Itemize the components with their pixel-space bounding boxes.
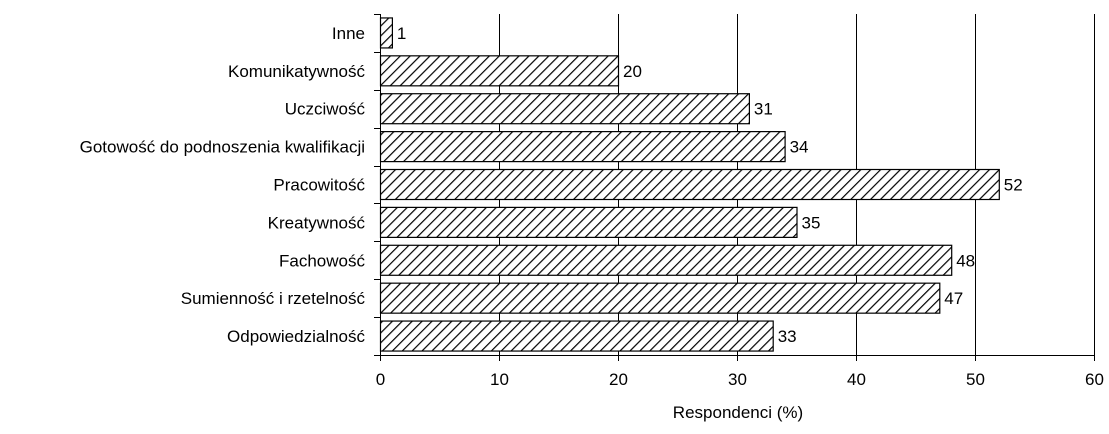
bar-0: [379, 17, 393, 49]
category-label: Odpowiedzialność: [227, 327, 365, 346]
category-label: Fachowość: [279, 251, 365, 270]
data-label: 31: [754, 100, 773, 119]
labels: Inne 1 Komunikatywność 20 Uczciwość 31 Gotowoś…: [80, 24, 1104, 389]
bar-6: [379, 244, 953, 276]
bar-8: [379, 320, 774, 352]
data-label: 52: [1004, 176, 1023, 195]
bar-7: [379, 282, 941, 314]
bar-5: [379, 206, 798, 238]
category-label: Gotowość do podnoszenia kwalifikacji: [80, 138, 365, 157]
data-label: 48: [956, 251, 975, 270]
axes: [374, 14, 1095, 361]
x-tick-label: 50: [966, 370, 985, 389]
category-label: Sumienność i rzetelność: [181, 289, 366, 308]
x-tick-label: 10: [490, 370, 509, 389]
x-tick-label: 30: [728, 370, 747, 389]
bar-4: [379, 168, 1000, 201]
data-label: 1: [397, 24, 406, 43]
category-label: Inne: [332, 24, 365, 43]
category-label: Uczciwość: [285, 100, 366, 119]
bar-3: [379, 131, 786, 163]
category-label: Komunikatywność: [228, 62, 366, 81]
data-label: 34: [790, 138, 809, 157]
bar-1: [379, 55, 620, 87]
data-label: 35: [802, 213, 821, 232]
data-label: 20: [623, 62, 642, 81]
category-label: Kreatywność: [268, 213, 366, 232]
bar-2: [379, 93, 750, 125]
x-tick-label: 40: [847, 370, 866, 389]
x-tick-label: 20: [609, 370, 628, 389]
category-label: Pracowitość: [273, 176, 365, 195]
x-tick-label: 0: [376, 370, 385, 389]
x-axis-title: Respondenci (%): [673, 403, 803, 422]
data-label: 47: [944, 289, 963, 308]
bars: [379, 17, 1000, 352]
data-label: 33: [778, 327, 797, 346]
x-tick-label: 60: [1085, 370, 1104, 389]
